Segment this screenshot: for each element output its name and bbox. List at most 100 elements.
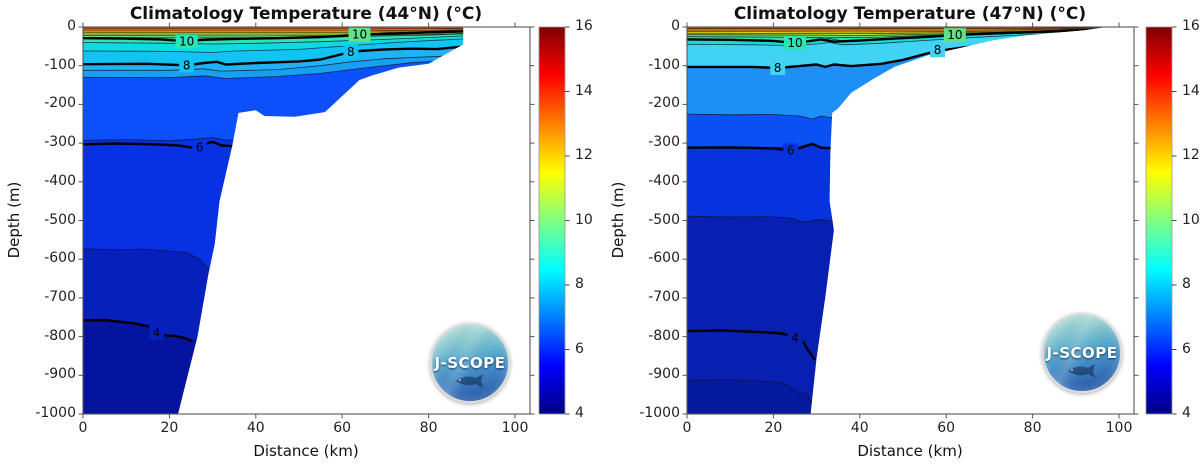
x-tick-label: 20 [160, 420, 179, 436]
temperature-band [83, 38, 464, 66]
colorbar-tick-label: 8 [1182, 276, 1191, 292]
section-plot-svg: 10 10 8 8 6 4 [78, 22, 570, 419]
section-plot-svg: 10 10 8 8 6 4 [682, 22, 1177, 419]
y-tick-label: -700 [44, 288, 76, 305]
contour-line-thin [687, 28, 1106, 31]
x-tick-label: 20 [764, 420, 783, 436]
contour-line-thin [83, 29, 464, 32]
fish-icon [1068, 364, 1095, 378]
colorbar-tick-label: 10 [575, 211, 593, 228]
contour-label-bg [343, 44, 359, 59]
contour-label-bg [943, 28, 966, 43]
y-tick-label: -400 [44, 172, 76, 189]
colorbar-tick-label: 14 [1182, 82, 1200, 99]
colorbar-tick-label: 16 [575, 18, 593, 34]
y-tick-label: -800 [648, 327, 680, 344]
x-tick-label: 60 [937, 420, 956, 436]
contour-label-10: 10 [179, 34, 194, 48]
colorbar [1145, 26, 1173, 415]
temperature-section-44n: Climatology Temperature (44°N) (°C) Dept… [5, 4, 593, 460]
contour-line-thin [687, 27, 1106, 29]
colorbar-tick-label: 14 [575, 82, 593, 99]
x-tick-label: 80 [419, 420, 438, 436]
contour-label-8: 8 [347, 45, 355, 59]
temperature-band [83, 45, 464, 72]
contour-label-6: 6 [196, 140, 204, 154]
contour-label-bg [175, 34, 198, 49]
y-tick-label: -900 [44, 366, 76, 383]
colorbar-tick-label: 4 [575, 405, 584, 421]
y-tick-label: -200 [648, 95, 680, 112]
colorbar-tick-label: 4 [1182, 405, 1191, 421]
y-tick-label: 0 [67, 18, 76, 34]
colorbar-tick-label: 12 [1182, 147, 1200, 163]
colorbar [538, 26, 566, 415]
contour-label-bg [348, 27, 371, 42]
contour-line-thin [687, 379, 1106, 407]
contour-line-4 [687, 329, 816, 361]
contour-label-10: 10 [947, 28, 962, 42]
y-tick-label: -1000 [639, 405, 680, 421]
contour-line-thin [687, 215, 1106, 223]
contour-label-bg [770, 61, 786, 76]
contour-label-bg [192, 140, 208, 155]
y-tick-label: -100 [648, 56, 680, 73]
x-tick-label: 40 [850, 420, 869, 436]
x-tick-label: 100 [1105, 420, 1133, 436]
contour-label-8: 8 [934, 43, 942, 57]
contour-label-bg [148, 326, 164, 341]
y-tick-label: -500 [648, 211, 680, 228]
contour-label-4: 4 [791, 331, 799, 345]
temperature-band [687, 114, 1106, 148]
contour-label-8: 8 [774, 61, 782, 75]
colorbar-tick-label: 6 [1182, 340, 1191, 357]
colorbar-tick-label: 16 [1182, 18, 1200, 34]
temperature-section-47n: Climatology Temperature (47°N) (°C) Dept… [604, 0, 1200, 473]
fish-icon [456, 374, 483, 388]
contour-label-6: 6 [787, 143, 795, 157]
y-tick-label: -100 [44, 56, 76, 73]
colorbar-tick-label: 6 [575, 340, 584, 357]
x-tick-label: 0 [682, 420, 692, 436]
jscope-logo: J-SCOPE [1042, 313, 1122, 393]
y-tick-label: -800 [44, 327, 76, 344]
contour-label-bg [179, 58, 195, 73]
temperature-band [687, 29, 1106, 36]
temperature-band [83, 33, 464, 44]
jscope-logo: J-SCOPE [430, 323, 510, 403]
contour-label-bg [930, 43, 946, 58]
contour-line-thin [83, 38, 464, 53]
y-tick-label: -600 [648, 250, 680, 267]
y-tick-label: -300 [44, 134, 76, 151]
contour-label-bg [784, 35, 806, 50]
colorbar-tick-label: 12 [575, 147, 593, 163]
contour-label-bg [783, 143, 799, 158]
jscope-logo-text: J-SCOPE [1046, 344, 1118, 362]
y-tick-label: -300 [648, 134, 680, 151]
contour-line-10 [83, 29, 464, 43]
x-tick-label: 80 [1023, 420, 1042, 436]
contour-label-4: 4 [153, 326, 161, 340]
y-tick-label: -400 [648, 172, 680, 189]
contour-label-10: 10 [787, 36, 802, 50]
y-tick-label: -700 [648, 288, 680, 305]
contour-label-8: 8 [183, 58, 191, 72]
y-tick-label: -1000 [35, 405, 76, 421]
x-axis-label: Distance (km) [253, 442, 359, 460]
y-tick-label: -600 [44, 250, 76, 267]
contour-label-bg [787, 331, 803, 346]
x-tick-label: 60 [333, 420, 352, 436]
colorbar-tick-label: 8 [575, 276, 584, 292]
chart-title: Climatology Temperature (47°N) (°C) [733, 4, 1087, 24]
y-tick-label: -900 [648, 366, 680, 383]
temperature-band [687, 143, 1106, 223]
contour-line-thin [83, 248, 464, 270]
chart-title: Climatology Temperature (44°N) (°C) [129, 4, 483, 24]
colorbar-tick-label: 10 [1182, 211, 1200, 228]
temperature-band [687, 28, 1106, 34]
jscope-logo-text: J-SCOPE [434, 354, 506, 372]
y-tick-label: 0 [671, 18, 680, 34]
contour-line-thin [687, 28, 1106, 33]
contour-label-10: 10 [352, 28, 367, 42]
